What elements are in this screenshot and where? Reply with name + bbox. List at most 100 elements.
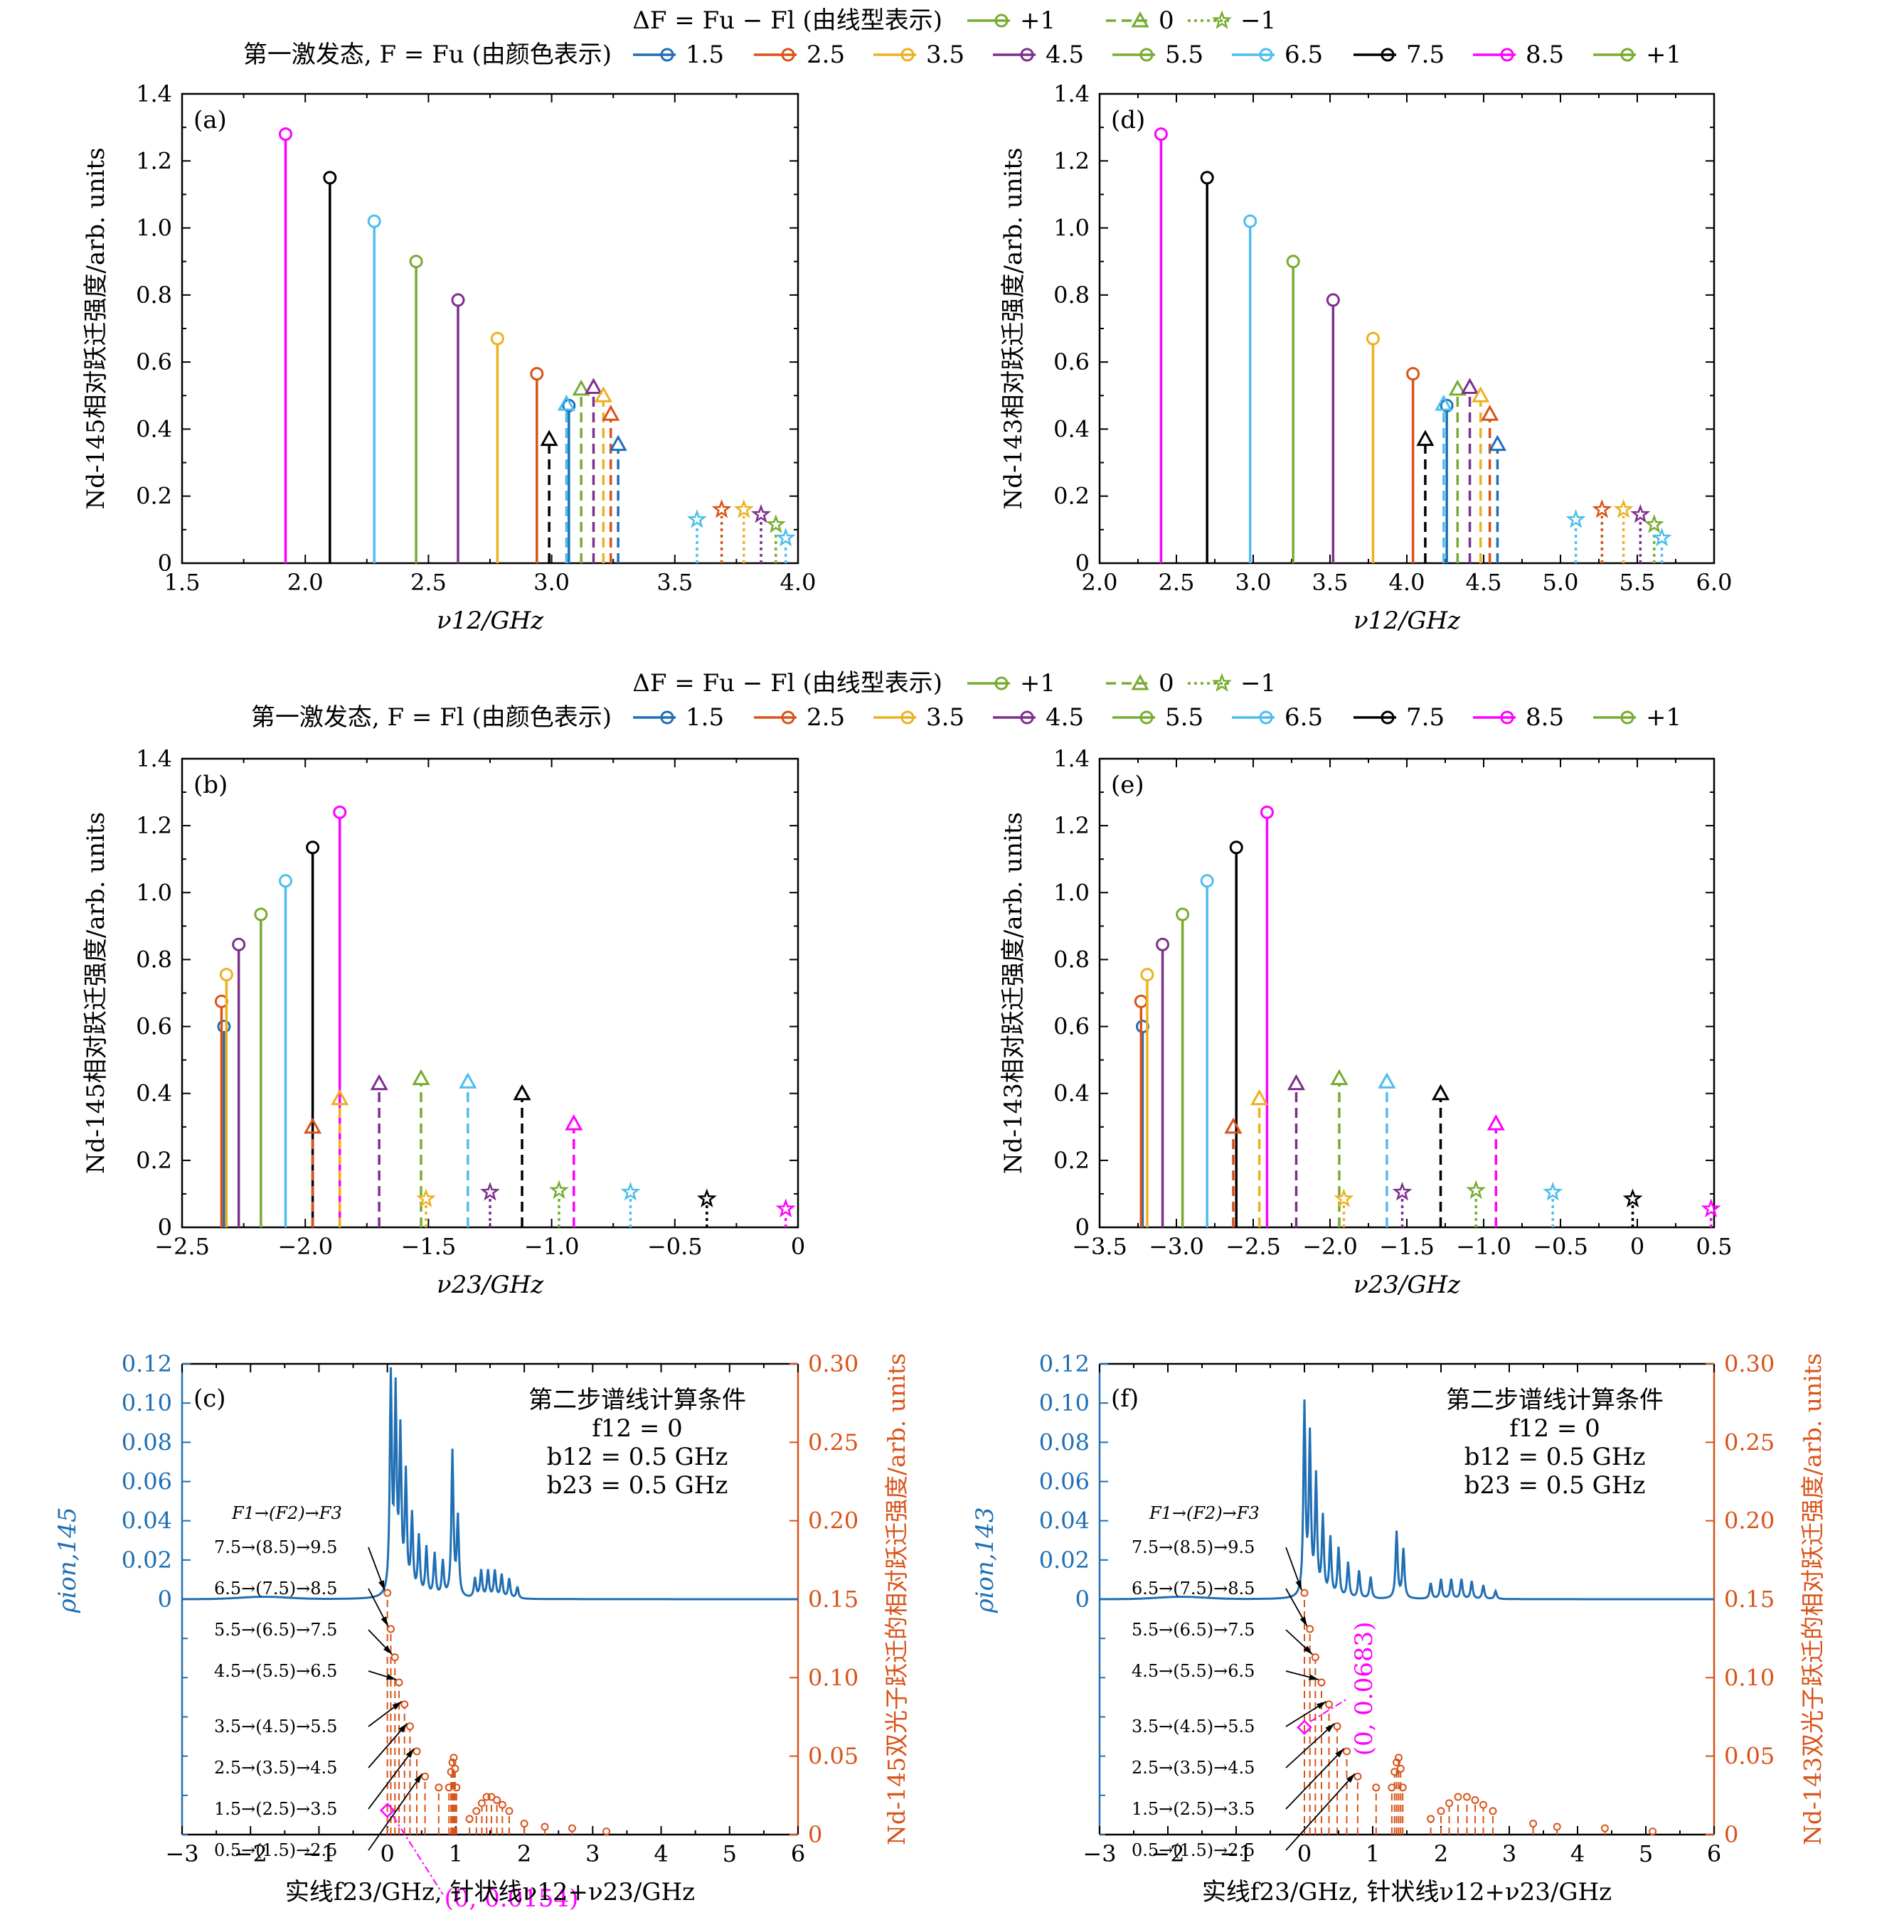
y-tick-label: 1.0	[1053, 215, 1090, 242]
stem-marker	[1461, 378, 1479, 394]
y-tick-label: 1.2	[136, 147, 172, 174]
plot-frame	[1098, 92, 1716, 565]
stem-marker	[1200, 171, 1214, 185]
y-tick-label: 0.4	[1053, 1080, 1090, 1107]
transition-arrow	[1285, 1723, 1335, 1768]
stem-marker	[765, 514, 786, 533]
stem-marker	[1325, 1700, 1334, 1709]
x-tick-label: −3	[165, 1840, 198, 1867]
stem-marker	[565, 1114, 583, 1131]
transition-label: 6.5→(7.5)→8.5	[214, 1579, 337, 1599]
panel-b: −2.5 −2.0 −1.5 −1.0 −0.5 0 0 0.2 0.4 0.6 0.8 1.0 1.2…	[82, 745, 805, 1299]
annotation-text: (0, 0.0683)	[1350, 1622, 1378, 1756]
y-right-axis-label: Nd-143双光子跃迁的相对跃迁强度/arb. units	[1799, 1353, 1826, 1845]
x-tick-label: −3	[1083, 1840, 1116, 1867]
stem-marker	[1390, 1768, 1399, 1776]
annotation-leader	[392, 1815, 444, 1895]
legend-top: ΔF = Fu − Fl (由线型表示) +1 0 −1 第一激发态, F = Fu (…	[243, 6, 1681, 69]
legend-marker	[1131, 11, 1149, 28]
stem-marker	[331, 1089, 349, 1106]
stem-marker	[1445, 1799, 1454, 1808]
stem-marker	[609, 434, 627, 452]
x-tick-label: 4	[1570, 1840, 1585, 1867]
condition-text: b12 = 0.5 GHz	[1464, 1443, 1646, 1471]
legend-marker	[1139, 710, 1154, 725]
stem-marker	[1343, 1747, 1351, 1756]
y-tick-label: 0.8	[1053, 282, 1090, 309]
stem-marker	[1592, 498, 1612, 518]
y-left-tick-label: 0.10	[122, 1389, 172, 1416]
x-tick-label: 5	[1639, 1840, 1653, 1867]
stem-marker	[405, 1722, 414, 1731]
legend-item-label: 0	[1159, 669, 1174, 698]
legend-item-label: 5.5	[1165, 41, 1203, 69]
y-right-tick-label: 0.20	[808, 1507, 858, 1535]
y-tick-label: 1.4	[136, 80, 172, 107]
y-tick-label: 1.0	[1053, 879, 1090, 906]
stem-marker	[498, 1800, 506, 1809]
stem-marker	[1378, 1072, 1396, 1089]
stem-marker	[1176, 907, 1190, 922]
stem-marker	[572, 379, 590, 396]
legend-item-label: +1	[1020, 669, 1055, 698]
legend-item-label: 6.5	[1285, 703, 1323, 732]
stem-marker	[490, 331, 504, 346]
legend-item-label: 0	[1159, 6, 1174, 35]
y-tick-label: 0	[1075, 550, 1090, 577]
y-right-tick-label: 0.30	[1724, 1350, 1775, 1377]
stem-marker	[696, 1188, 717, 1207]
y-left-tick-label: 0.04	[122, 1507, 172, 1535]
y-tick-label: 0.2	[136, 1147, 172, 1174]
x-tick-label: 0	[1630, 1233, 1644, 1260]
stem-marker	[477, 1799, 486, 1808]
y-left-tick-label: 0.06	[1039, 1468, 1090, 1495]
y-left-tick-label: 0.12	[122, 1350, 172, 1377]
legend-marker	[1211, 673, 1233, 692]
stem-marker	[1613, 498, 1634, 518]
legend-item-label: −1	[1240, 669, 1276, 698]
y-left-tick-label: 0.12	[1039, 1350, 1090, 1377]
stem-marker	[333, 805, 347, 819]
y-left-tick-label: 0.10	[1039, 1389, 1090, 1416]
condition-text: f12 = 0	[592, 1414, 683, 1443]
x-tick-label: 5	[723, 1840, 737, 1867]
panel-a: 1.5 2.0 2.5 3.0 3.5 4.0 0 0.2 0.4 0.6 0.8 1.0 1.2 1.4…	[82, 80, 816, 635]
transition-arrow	[1285, 1748, 1345, 1810]
stem-marker	[1200, 874, 1214, 888]
plot-frame	[181, 92, 799, 565]
transition-label: 0.5→(1.5)→2.5	[1132, 1840, 1255, 1860]
stem-marker	[448, 1758, 457, 1766]
stem-marker	[493, 1795, 501, 1804]
transition-label: 2.5→(3.5)→4.5	[1132, 1758, 1255, 1778]
y-left-tick-label: 0.08	[1039, 1429, 1090, 1456]
transition-arrow	[368, 1723, 408, 1768]
y-tick-label: 0.8	[1053, 946, 1090, 973]
arrow-head	[1299, 1616, 1307, 1626]
legend-marker	[660, 710, 674, 725]
x-tick-label: 6.0	[1696, 569, 1733, 596]
arrow-head	[1295, 1580, 1302, 1591]
stem-marker	[540, 429, 558, 447]
y-right-tick-label: 0.10	[808, 1664, 858, 1691]
x-tick-label: 3.0	[1235, 569, 1272, 596]
x-tick-label: 3.0	[533, 569, 570, 596]
y-right-tick-label: 0.15	[808, 1586, 858, 1613]
legend-item-label: 8.5	[1526, 703, 1564, 732]
stem-marker	[1471, 1795, 1479, 1804]
y-tick-label: 0.2	[1053, 483, 1090, 510]
y-tick-label: 1.0	[136, 879, 172, 906]
y-tick-label: 1.2	[1053, 147, 1090, 174]
stem-marker	[1454, 1793, 1462, 1801]
legend-marker	[1620, 48, 1634, 62]
stem-marker	[1649, 1827, 1657, 1836]
legend-item-label: +1	[1020, 6, 1055, 35]
x-tick-label: −2.0	[1302, 1233, 1358, 1260]
legend-marker	[900, 48, 915, 62]
y-right-tick-label: 0.30	[808, 1350, 858, 1377]
stem-marker	[505, 1807, 514, 1815]
legend-marker	[1381, 710, 1395, 725]
arrow-head	[381, 1616, 388, 1626]
stem-marker	[541, 1822, 549, 1831]
y-tick-label: 0.4	[136, 415, 172, 442]
stem-marker	[1286, 255, 1300, 269]
